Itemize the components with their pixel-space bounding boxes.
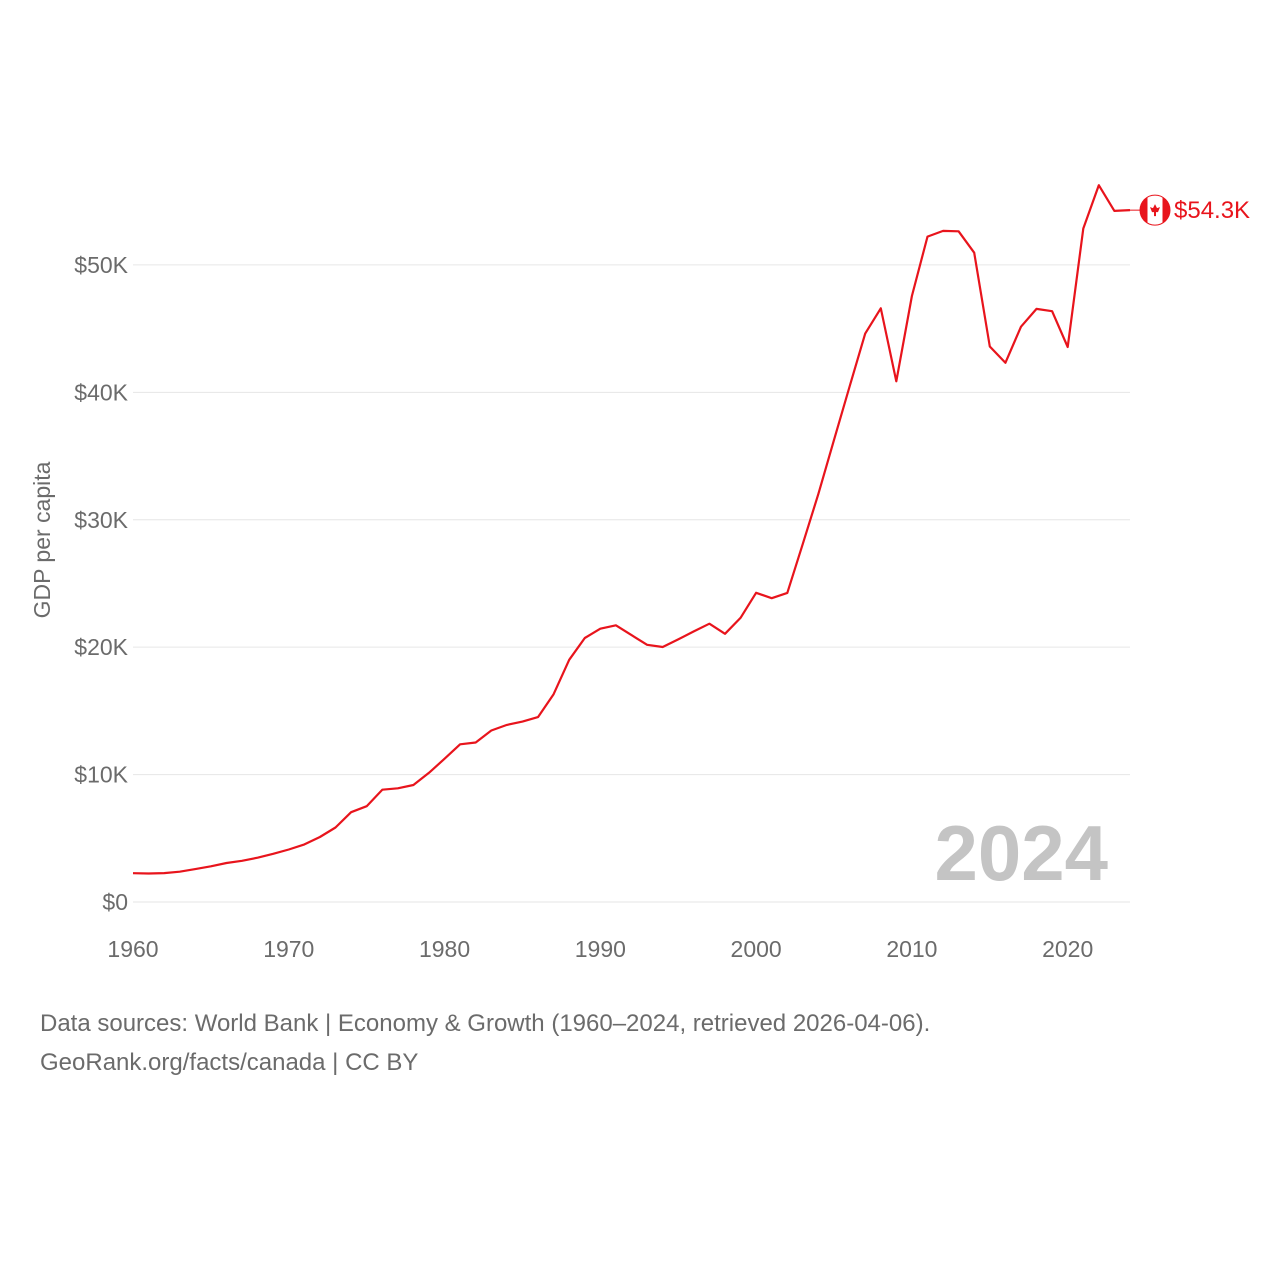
y-tick-label: $30K <box>74 507 128 533</box>
x-tick-label: 2000 <box>731 936 782 962</box>
y-tick-label: $10K <box>74 762 128 788</box>
end-marker: $54.3K <box>1130 194 1250 226</box>
x-tick-label: 1980 <box>419 936 470 962</box>
credit-line: GeoRank.org/facts/canada | CC BY <box>40 1049 419 1076</box>
x-tick-label: 1960 <box>107 936 158 962</box>
y-axis-title: GDP per capita <box>29 461 55 618</box>
series-line-canada <box>132 184 1131 875</box>
y-tick-label: $50K <box>74 252 128 278</box>
current-year-label: 2024 <box>934 809 1108 897</box>
y-axis: $0 $10K $20K $30K $40K $50K <box>74 252 128 915</box>
x-tick-label: 2020 <box>1042 936 1093 962</box>
series-layer <box>132 184 1131 875</box>
canada-flag-icon <box>1139 194 1171 226</box>
y-tick-label: $40K <box>74 379 128 405</box>
x-axis: 1960 1970 1980 1990 2000 2010 2020 <box>107 936 1093 962</box>
source-line: Data sources: World Bank | Economy & Gro… <box>40 1010 931 1037</box>
y-tick-label: $0 <box>102 889 128 915</box>
y-tick-label: $20K <box>74 634 128 660</box>
x-tick-label: 2010 <box>886 936 937 962</box>
end-value-label: $54.3K <box>1174 197 1250 224</box>
source-note: Data sources: World Bank | Economy & Gro… <box>40 1004 1240 1082</box>
grid-lines <box>133 264 1130 903</box>
x-tick-label: 1990 <box>575 936 626 962</box>
x-tick-label: 1970 <box>263 936 314 962</box>
